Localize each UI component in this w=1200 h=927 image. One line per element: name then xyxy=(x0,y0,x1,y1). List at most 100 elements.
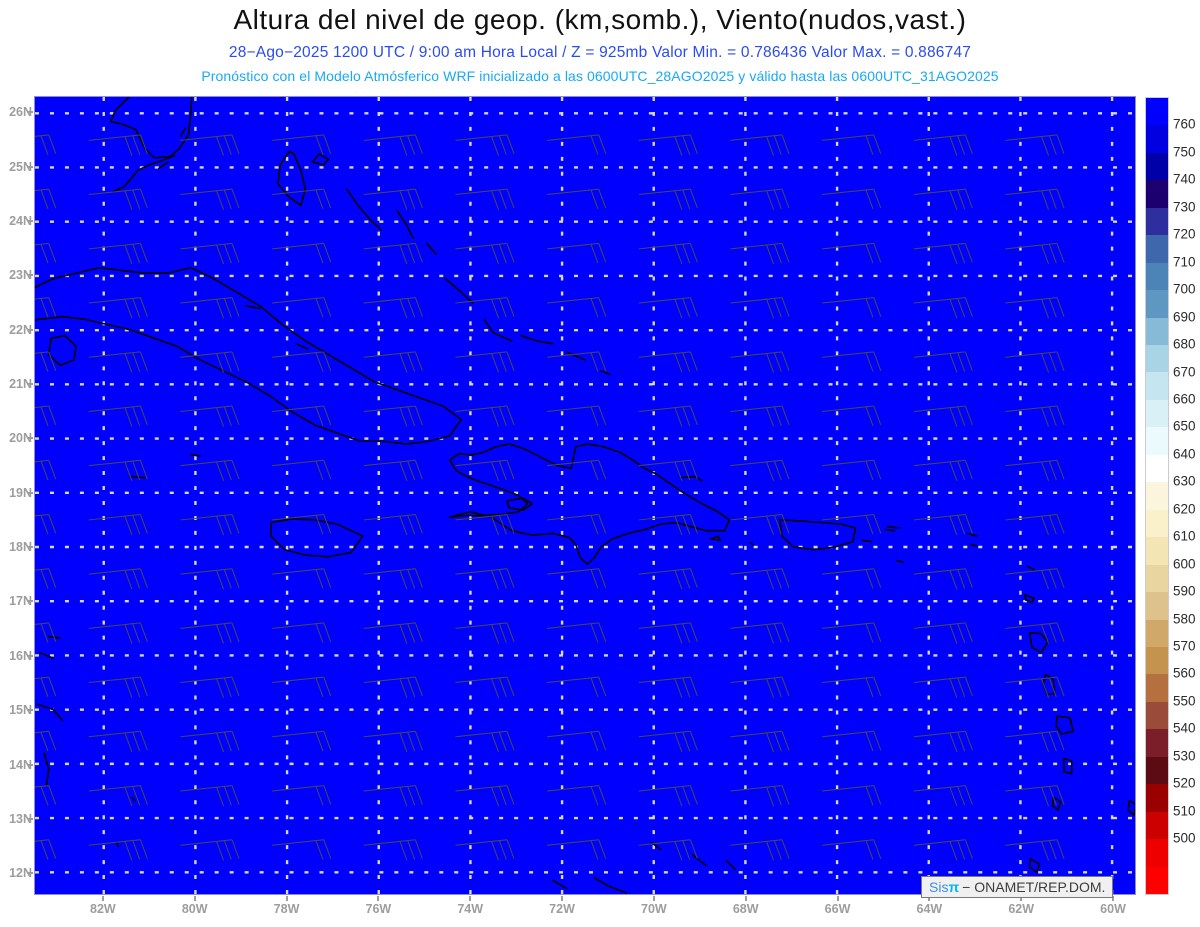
wind-barb xyxy=(913,730,973,753)
coastline xyxy=(396,210,414,239)
wind-barb xyxy=(180,676,240,698)
colorbar-tick-label: 570 xyxy=(1173,638,1196,654)
wind-barb xyxy=(180,785,240,807)
wind-barb xyxy=(913,676,973,698)
wind-barb xyxy=(547,242,607,264)
lat-tick-mark xyxy=(28,220,33,222)
wind-barb xyxy=(180,297,240,319)
wind-barb xyxy=(822,351,882,372)
coastline xyxy=(448,443,731,566)
wind-barb xyxy=(730,730,790,753)
lat-tick-mark xyxy=(28,709,33,712)
colorbar-band xyxy=(1146,98,1168,126)
wind-barb xyxy=(730,785,790,807)
lat-tick-mark xyxy=(28,383,33,386)
colorbar-band xyxy=(1146,235,1168,264)
colorbar-tick-label: 510 xyxy=(1173,803,1196,819)
coastline xyxy=(35,266,463,445)
map-plot-area xyxy=(34,96,1136,895)
wind-barb xyxy=(913,785,973,807)
colorbar-tick-label: 530 xyxy=(1173,748,1196,764)
wind-barb-layer xyxy=(35,134,1065,861)
lat-tick-mark xyxy=(28,111,33,114)
colorbar-tick-label: 660 xyxy=(1173,391,1196,407)
wind-barb xyxy=(88,297,148,319)
coastline xyxy=(680,475,703,482)
wind-barb xyxy=(363,730,423,753)
chart-header: Altura del nivel de geop. (km,somb.), Vi… xyxy=(0,0,1200,92)
wind-barb xyxy=(88,513,148,536)
coastline xyxy=(565,351,586,361)
colorbar-band xyxy=(1146,756,1168,785)
lat-tick-mark xyxy=(28,437,33,440)
wind-barb xyxy=(35,405,57,426)
attribution-logo: Sis π − ONAMET/REP.DOM. xyxy=(921,876,1114,898)
wind-barb xyxy=(638,839,698,861)
lat-tick-label: 23N xyxy=(9,268,32,283)
wind-barb xyxy=(913,513,973,536)
wind-barb xyxy=(363,405,423,427)
lon-tick-label: 82W xyxy=(90,902,116,916)
wind-barb xyxy=(455,730,515,753)
wind-barb xyxy=(822,676,882,698)
wind-barb xyxy=(180,622,240,644)
wind-barb xyxy=(363,188,423,210)
colorbar-tick-label: 630 xyxy=(1173,473,1196,489)
lat-tick-label: 19N xyxy=(9,485,32,500)
wind-barb xyxy=(730,622,790,644)
colorbar-band xyxy=(1146,345,1168,373)
wind-barb xyxy=(455,134,515,156)
wind-barb xyxy=(363,297,423,319)
colorbar-band xyxy=(1146,152,1168,181)
wind-barb xyxy=(35,730,57,752)
lon-tick-label: 70W xyxy=(641,902,667,916)
wind-barb xyxy=(363,676,423,698)
colorbar-tick-label: 730 xyxy=(1173,199,1196,215)
colorbar-band xyxy=(1146,537,1168,566)
wind-barb xyxy=(822,459,882,481)
lat-tick-label: 17N xyxy=(9,594,32,609)
wind-barb xyxy=(272,405,332,426)
wind-barb xyxy=(822,242,882,264)
colorbar-band xyxy=(1146,399,1168,428)
coastline xyxy=(600,370,612,376)
colorbar-tick-label: 690 xyxy=(1173,309,1196,325)
lat-tick-label: 22N xyxy=(9,322,32,337)
lon-tick-mark xyxy=(928,896,931,901)
wind-barb xyxy=(1005,242,1065,265)
page-title: Altura del nivel de geop. (km,somb.), Vi… xyxy=(233,4,967,35)
wind-barb xyxy=(547,676,607,698)
wind-barb xyxy=(913,242,973,265)
wind-barb xyxy=(822,297,882,318)
colorbar-tick-label: 500 xyxy=(1173,830,1196,846)
colorbar-tick-label: 680 xyxy=(1173,336,1196,352)
wind-barb xyxy=(638,405,698,427)
wind-barb xyxy=(363,351,423,373)
coastline xyxy=(270,518,364,558)
lat-tick-mark xyxy=(28,600,33,603)
colorbar-band xyxy=(1146,674,1168,703)
lon-tick-mark xyxy=(193,896,196,901)
wind-barb xyxy=(638,297,698,319)
wind-barb xyxy=(913,351,973,373)
wind-barb xyxy=(272,839,332,860)
wind-barb xyxy=(455,242,515,265)
wind-barb xyxy=(547,351,607,372)
colorbar-band xyxy=(1146,372,1168,401)
wind-barb xyxy=(547,405,607,426)
wind-barb xyxy=(730,405,790,427)
lon-tick-mark xyxy=(652,896,655,901)
wind-barb xyxy=(822,785,882,806)
wind-barb xyxy=(180,242,240,265)
wind-barb xyxy=(1005,839,1065,861)
lat-tick-mark xyxy=(28,328,33,331)
wind-barb xyxy=(913,405,973,427)
colorbar-band xyxy=(1146,207,1168,236)
lat-tick-mark xyxy=(28,654,33,657)
wind-barb xyxy=(88,568,148,590)
colorbar-band xyxy=(1146,784,1168,813)
wind-barb xyxy=(88,405,148,427)
wind-barb xyxy=(1005,134,1065,156)
map-svg xyxy=(35,97,1135,894)
lon-tick-mark xyxy=(836,896,839,901)
